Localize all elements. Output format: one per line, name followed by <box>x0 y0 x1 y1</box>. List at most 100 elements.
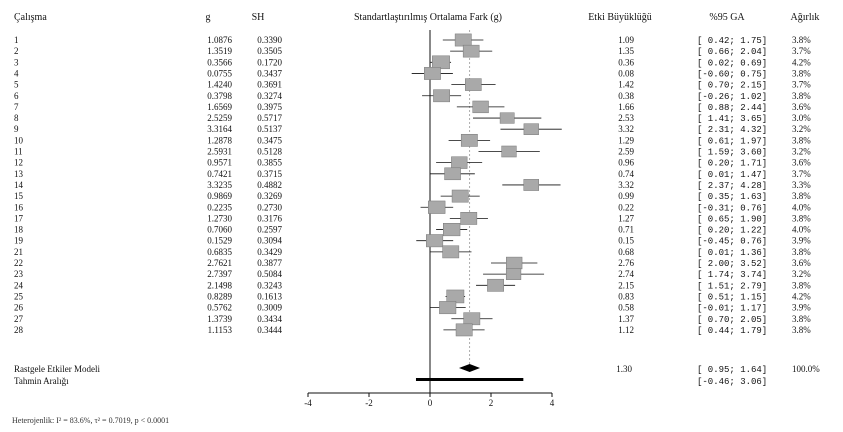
study-se: 0.5717 <box>257 113 282 123</box>
study-weight: 3.6% <box>792 158 811 168</box>
prediction-interval-bar <box>415 378 524 381</box>
effect-marker <box>451 156 468 169</box>
study-ci: [ 0.01; 1.36] <box>697 248 767 258</box>
study-effect: 2.74 <box>618 269 634 279</box>
x-tick-label: 2 <box>489 398 494 408</box>
effect-marker <box>428 200 446 214</box>
x-tick-label: 0 <box>428 398 433 408</box>
effect-marker <box>462 44 480 58</box>
header-plot: Standartlaştırılmış Ortalama Fark (g) <box>354 12 502 23</box>
study-weight: 4.0% <box>792 225 811 235</box>
study-ci: [ 0.51; 1.15] <box>697 292 767 302</box>
study-effect: 0.96 <box>618 158 634 168</box>
study-id: 24 <box>14 280 24 290</box>
study-weight: 4.0% <box>792 202 811 212</box>
study-id: 16 <box>14 202 24 212</box>
study-ci: [ 0.20; 1.71] <box>697 159 767 169</box>
study-id: 8 <box>14 113 19 123</box>
study-g: 1.1153 <box>208 325 233 335</box>
study-id: 26 <box>14 303 24 313</box>
study-ci: [-0.60; 0.75] <box>697 69 767 79</box>
study-effect: 0.83 <box>618 291 634 301</box>
study-id: 5 <box>14 80 19 90</box>
study-effect: 2.76 <box>618 258 634 268</box>
study-ci: [ 2.37; 4.28] <box>697 181 767 191</box>
effect-marker <box>455 323 473 337</box>
effect-marker <box>463 312 481 326</box>
study-g: 0.6835 <box>207 247 232 257</box>
study-g: 0.2235 <box>207 202 232 212</box>
study-weight: 3.8% <box>792 35 811 45</box>
header-g: g <box>206 12 211 23</box>
study-effect: 1.37 <box>618 314 634 324</box>
heterogeneity-footnote: Heterojenlik: I² = 83.6%, τ² = 0.7019, p… <box>12 416 170 425</box>
study-se: 0.3877 <box>257 258 282 268</box>
study-se: 0.1613 <box>257 291 282 301</box>
study-weight: 3.2% <box>792 147 811 157</box>
study-effect: 0.68 <box>618 247 634 257</box>
study-se: 0.3269 <box>257 191 282 201</box>
study-id: 12 <box>14 158 23 168</box>
study-ci: [ 0.44; 1.79] <box>697 326 767 336</box>
study-effect: 3.32 <box>618 180 634 190</box>
study-weight: 3.8% <box>792 280 811 290</box>
study-effect: 0.36 <box>618 57 634 67</box>
study-g: 1.3739 <box>207 314 232 324</box>
study-g: 0.5762 <box>207 303 232 313</box>
study-effect: 1.29 <box>618 135 634 145</box>
study-se: 0.3475 <box>257 135 282 145</box>
study-se: 0.3434 <box>257 314 282 324</box>
study-id: 4 <box>14 68 19 78</box>
study-se: 0.3855 <box>257 158 282 168</box>
header-study: Çalışma <box>14 12 47 23</box>
study-g: 2.7621 <box>207 258 232 268</box>
study-se: 0.3715 <box>257 169 282 179</box>
study-effect: 0.08 <box>618 68 634 78</box>
study-se: 0.3009 <box>257 303 282 313</box>
study-ci: [ 0.35; 1.63] <box>697 192 767 202</box>
study-g: 2.7397 <box>207 269 232 279</box>
study-ci: [-0.31; 0.76] <box>697 203 767 213</box>
study-g: 2.5931 <box>207 147 232 157</box>
study-effect: 0.15 <box>618 236 634 246</box>
study-ci: [ 0.65; 1.90] <box>697 214 767 224</box>
study-g: 1.6569 <box>207 102 232 112</box>
study-id: 14 <box>14 180 24 190</box>
study-ci: [ 1.41; 3.65] <box>697 114 767 124</box>
study-ci: [ 0.20; 1.22] <box>697 226 767 236</box>
study-g: 2.5259 <box>207 113 232 123</box>
header-weight: Ağırlık <box>791 12 820 23</box>
effect-marker <box>501 145 517 158</box>
study-effect: 0.58 <box>618 303 634 313</box>
study-se: 0.2597 <box>257 225 282 235</box>
effect-marker <box>446 289 465 304</box>
study-ci: [ 0.02; 0.69] <box>697 58 767 68</box>
header-ci: %95 GA <box>709 12 745 23</box>
study-g: 3.3164 <box>207 124 232 134</box>
study-weight: 3.8% <box>792 135 811 145</box>
study-weight: 3.7% <box>792 169 811 179</box>
study-g: 1.4240 <box>207 80 232 90</box>
study-effect: 2.15 <box>618 280 634 290</box>
study-id: 17 <box>14 213 24 223</box>
study-se: 0.3505 <box>257 46 282 56</box>
study-id: 2 <box>14 46 19 56</box>
study-g: 0.0755 <box>207 68 232 78</box>
study-ci: [ 1.74; 3.74] <box>697 270 767 280</box>
study-effect: 3.32 <box>618 124 634 134</box>
effect-marker <box>451 189 469 203</box>
effect-marker <box>443 223 461 237</box>
study-weight: 3.8% <box>792 191 811 201</box>
effect-marker <box>506 256 523 270</box>
summary-effect: 1.30 <box>616 364 632 374</box>
study-se: 0.3975 <box>257 102 282 112</box>
study-se: 0.4882 <box>257 180 282 190</box>
x-tick-label: -2 <box>365 398 373 408</box>
prediction-ci: [-0.46; 3.06] <box>697 377 767 387</box>
study-effect: 2.53 <box>618 113 634 123</box>
study-effect: 0.74 <box>618 169 634 179</box>
study-id: 1 <box>14 35 19 45</box>
study-ci: [-0.26; 1.02] <box>697 92 767 102</box>
study-g: 2.1498 <box>207 280 232 290</box>
